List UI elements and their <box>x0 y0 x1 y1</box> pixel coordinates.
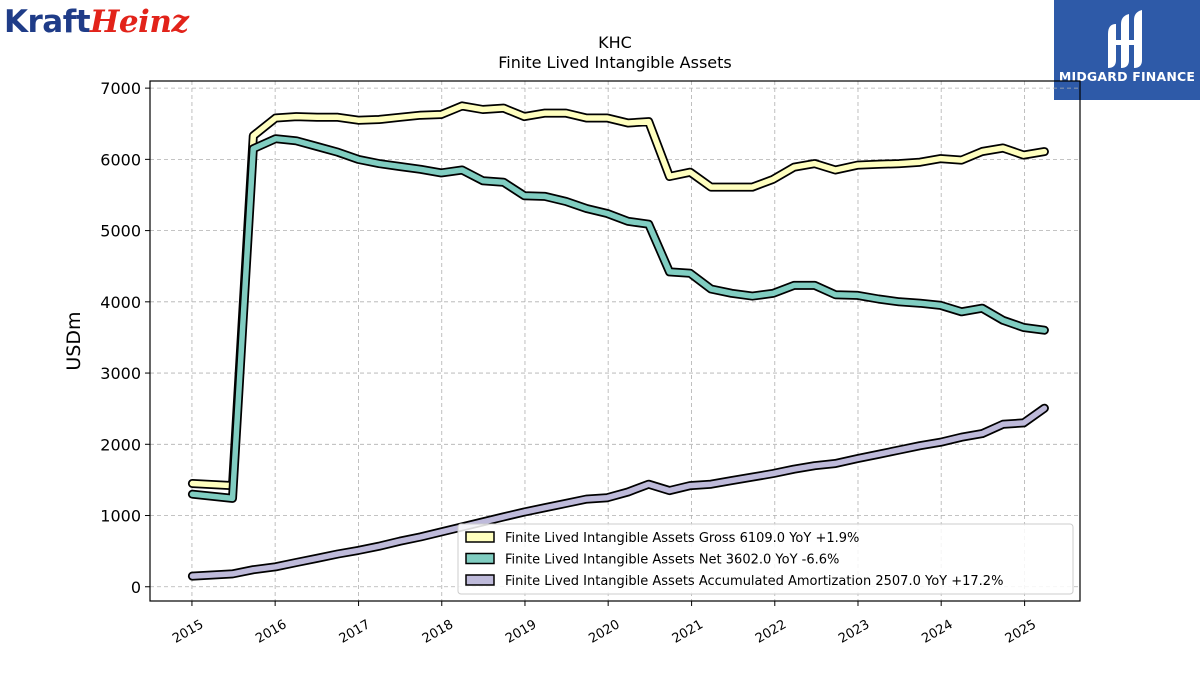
chart-subtitle: Finite Lived Intangible Assets <box>498 53 731 72</box>
y-tick-label: 7000 <box>100 79 141 98</box>
x-tick-label: 2025 <box>1003 617 1039 647</box>
x-tick-label: 2015 <box>170 617 206 647</box>
x-tick-label: 2017 <box>337 617 373 647</box>
y-tick-label: 5000 <box>100 222 141 241</box>
plot-frame <box>149 80 1081 602</box>
x-tick-label: 2024 <box>919 617 955 647</box>
y-axis-label: USDm <box>63 311 85 370</box>
legend-swatch-1 <box>465 552 495 565</box>
y-axis: 0 1000 2000 3000 4000 5000 6000 7000 <box>100 79 150 597</box>
y-tick-label: 1000 <box>100 507 141 526</box>
legend-swatch-0 <box>465 531 495 543</box>
x-tick-label: 2018 <box>420 617 456 647</box>
x-tick-label: 2022 <box>753 617 789 647</box>
chart-title: KHC <box>598 33 632 52</box>
legend-swatch-2 <box>465 574 495 586</box>
logo-text-heinz: Heinz <box>90 4 189 40</box>
series-line-1 <box>189 135 1048 502</box>
legend-label-0: Finite Lived Intangible Assets Gross 610… <box>505 531 859 546</box>
x-axis: 2015 2016 2017 2018 2019 2020 2021 2022 2023 2024… <box>170 601 1039 647</box>
x-tick-label: 2023 <box>836 617 872 647</box>
legend: Finite Lived Intangible Assets Gross 610… <box>457 523 1074 595</box>
logo-text-kraft: Kraft <box>4 4 91 40</box>
y-tick-label: 2000 <box>100 435 141 454</box>
y-tick-label: 0 <box>131 578 141 597</box>
legend-label-1: Finite Lived Intangible Assets Net 3602.… <box>505 553 839 568</box>
series-line-2 <box>189 405 1048 579</box>
midgard-mark-icon <box>1108 10 1142 68</box>
y-tick-label: 3000 <box>100 364 141 383</box>
y-tick-label: 6000 <box>100 150 141 169</box>
x-tick-label: 2016 <box>253 617 289 647</box>
midgard-finance-logo: MIDGARD FINANCE <box>1054 0 1200 100</box>
legend-box <box>457 523 1074 595</box>
series-line-0 <box>189 103 1048 489</box>
legend-label-2: Finite Lived Intangible Assets Accumulat… <box>505 574 1003 589</box>
y-tick-label: 4000 <box>100 293 141 312</box>
midgard-finance-name: MIDGARD FINANCE <box>1058 69 1196 84</box>
x-tick-label: 2019 <box>503 617 539 647</box>
x-tick-label: 2021 <box>670 617 706 647</box>
series-lines <box>187 101 1049 581</box>
kraft-heinz-logo: KraftHeinz <box>4 2 189 42</box>
x-tick-label: 2020 <box>586 617 622 647</box>
